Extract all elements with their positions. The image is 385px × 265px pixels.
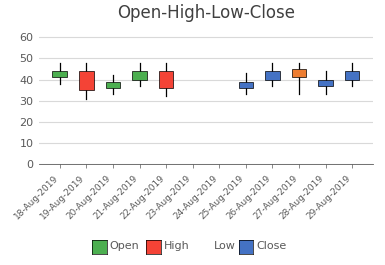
Text: Open: Open [110,241,139,251]
Bar [318,80,333,86]
Bar [345,71,360,80]
Bar [105,82,120,88]
Bar [159,71,173,88]
Bar [265,71,280,80]
Bar [239,82,253,88]
Text: Close: Close [256,241,286,251]
Text: High: High [164,241,189,251]
Text: Low: Low [214,241,236,251]
Bar [132,71,147,80]
Title: Open-High-Low-Close: Open-High-Low-Close [117,4,295,22]
Bar [79,71,94,90]
Bar [292,69,306,77]
Bar [52,71,67,77]
